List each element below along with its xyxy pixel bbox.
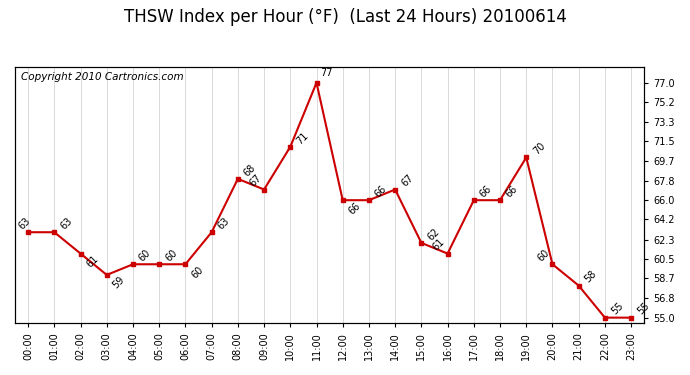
Text: 66: 66: [373, 184, 389, 200]
Text: 60: 60: [536, 248, 551, 264]
Text: 67: 67: [400, 173, 415, 189]
Text: 66: 66: [478, 184, 494, 200]
Text: 58: 58: [583, 269, 599, 285]
Text: 70: 70: [532, 141, 548, 157]
Text: 55: 55: [635, 301, 651, 317]
Text: 63: 63: [17, 216, 32, 231]
Text: 59: 59: [111, 275, 127, 291]
Text: 55: 55: [609, 301, 625, 317]
Text: 71: 71: [295, 130, 310, 146]
Text: 60: 60: [137, 248, 153, 264]
Text: 63: 63: [216, 216, 232, 231]
Text: 60: 60: [190, 264, 206, 280]
Text: Copyright 2010 Cartronics.com: Copyright 2010 Cartronics.com: [21, 72, 184, 82]
Text: 77: 77: [321, 68, 333, 78]
Text: 68: 68: [242, 162, 258, 178]
Text: 63: 63: [59, 216, 75, 231]
Text: 66: 66: [504, 184, 520, 200]
Text: 61: 61: [431, 237, 446, 253]
Text: 67: 67: [248, 173, 263, 189]
Text: THSW Index per Hour (°F)  (Last 24 Hours) 20100614: THSW Index per Hour (°F) (Last 24 Hours)…: [124, 8, 566, 26]
Text: 60: 60: [164, 248, 179, 264]
Text: 62: 62: [426, 226, 442, 242]
Text: 66: 66: [347, 200, 363, 216]
Text: 61: 61: [85, 254, 101, 270]
